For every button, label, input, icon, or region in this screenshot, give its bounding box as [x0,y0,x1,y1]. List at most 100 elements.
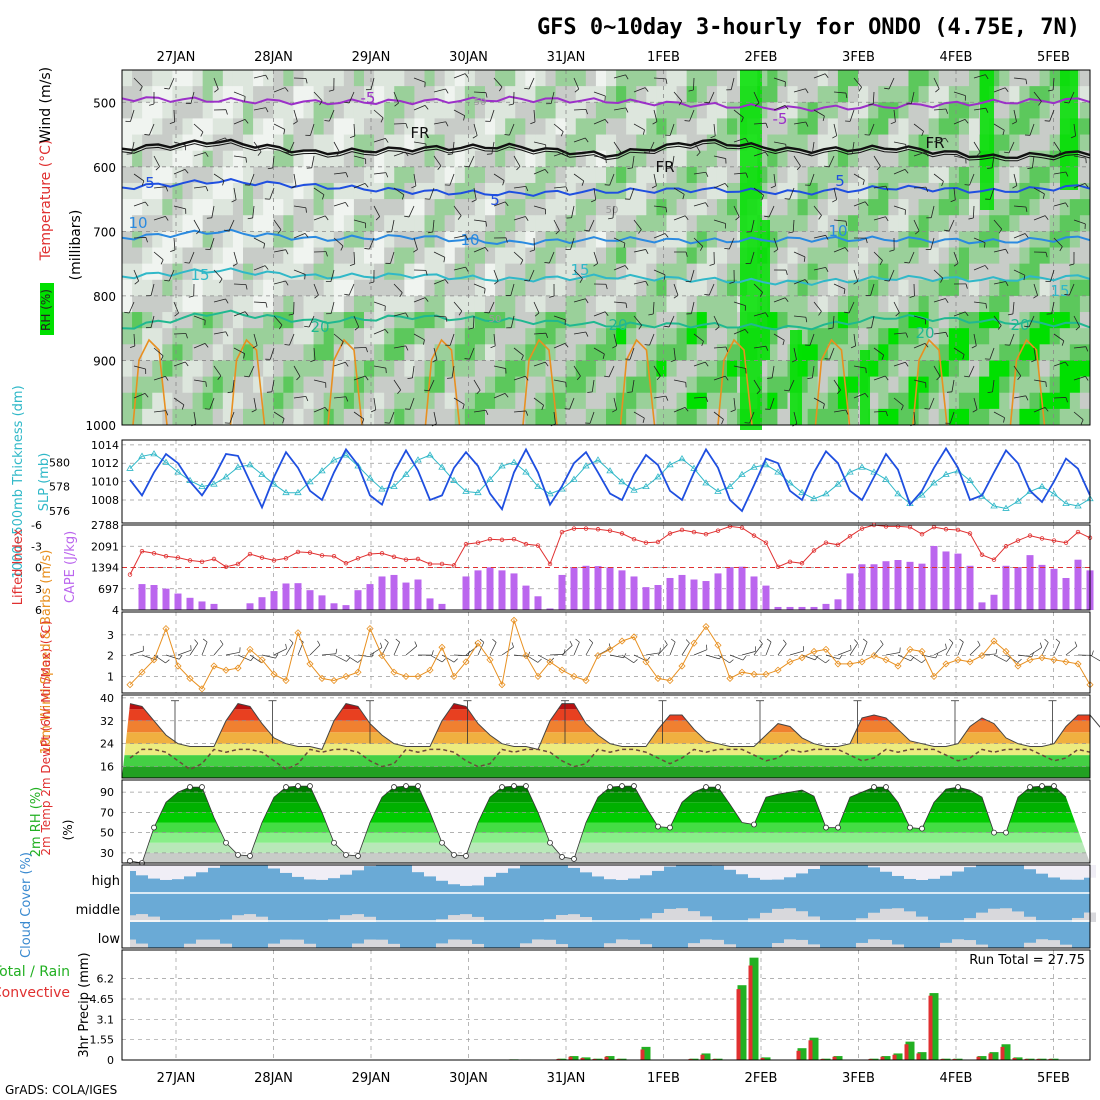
wind-barb [153,375,166,381]
rh-shade-cell [243,70,254,87]
rh-point [919,825,925,832]
rh-shade-cell [485,118,496,136]
wind-barb [477,642,485,656]
rh-shade-cell [434,328,446,345]
wind-barb-flag [129,345,135,349]
rh-shade-cell [646,247,657,265]
wind-barb [833,379,841,391]
rh-shade-cell [374,150,385,168]
precip-conv-bar [1024,1058,1029,1060]
wind-barb [713,182,726,189]
rh-shade-cell [686,392,698,410]
thickness-line [129,453,1091,510]
rh-shade-cell [434,166,446,184]
rh-shade-cell [263,344,274,361]
rh-shade-cell [525,102,536,119]
rh-shade-cell [202,279,214,297]
wind-speed-point [690,639,698,647]
rh-shade-cell [243,86,254,103]
rh-shade-cell [1039,344,1051,361]
thickness-point [390,482,398,490]
rh-shade-cell [172,408,183,426]
wind-barb [373,328,386,335]
rh-shade-cell [767,134,778,152]
wind-barb [713,219,726,224]
rh-shade-cell [1049,263,1061,281]
rh-shade-cell [565,102,577,119]
cloud-high-gap [604,865,616,880]
rh-shade-cell [787,134,799,152]
wind-barb-flag [310,359,316,363]
rh-shade-cell [848,70,859,87]
rh-shade-cell [827,182,839,200]
thickness-point [138,452,146,459]
rh-shade-cell [545,295,557,313]
wind-barb-flag [805,317,808,323]
dewpt-line [129,748,1091,771]
rh-shade-cell [696,344,708,361]
wind-barb [945,642,954,656]
rh-shade-cell [1049,408,1061,426]
wind-barb [433,155,442,167]
rh-shade-cell [404,247,415,265]
cape-bar [354,590,362,610]
thickness-point [1062,499,1070,507]
rh-shade-cell [999,247,1010,265]
wind-barb [329,109,335,122]
rh-shade-cell [878,376,889,394]
rh-shade-cell [1019,263,1030,281]
rh-shade-cell [1049,392,1061,410]
rh-shade-cell [938,134,950,152]
rh-shade-cell [696,150,708,168]
wind-barb [1051,301,1055,314]
rh-shade-cell [545,215,557,232]
rh-shade-cell [464,360,476,378]
rh-shade-cell [958,86,970,103]
rh-shade-cell [162,215,173,232]
rh-shade-cell [676,360,688,378]
rh-shade-cell [858,86,869,103]
rh-shade-cell [444,102,456,119]
rh-shade-cell [1019,102,1030,119]
rh-shade-cell [122,295,133,313]
cloud-mid-gap [652,913,664,922]
rh-shade-cell [999,134,1010,152]
wind-barb [953,187,956,200]
rh-shade-cell [706,263,718,281]
cloud-mid-gap [256,916,268,922]
wind-barb [285,642,294,656]
rh-shade-cell [505,376,516,394]
rh-shade-cell [454,295,466,313]
isotherm-line [121,309,1091,331]
wind-barb-flag [995,648,998,655]
wind-barb [293,396,306,399]
precip-conv-bar [1012,1058,1017,1060]
rh-shade-cell [848,199,859,216]
rh-shade-cell [787,231,799,248]
rh-shade-cell [837,215,849,232]
rh-shade-cell [202,70,214,87]
rh-shade-cell [858,199,869,216]
rh-shade-cell [999,70,1010,87]
rh-shade-cell [1059,199,1071,216]
precip-total-bar [749,957,759,1060]
rh-shade-cell [938,279,950,297]
cloud-mid-gap [808,916,820,922]
wind-speed-point [426,666,434,674]
wind-barb-flag [945,643,947,649]
wind-barb [751,219,755,232]
rh-shade-cell [565,376,577,394]
rh-shade-cell [1039,247,1051,265]
rh-shade-cell [686,86,698,103]
rh-shade-cell [364,199,375,216]
rh-shade-cell [323,215,335,232]
rh-shade-cell [323,182,335,200]
rh-shade-cell [444,199,456,216]
rh-shade-cell [172,344,183,361]
li-point [607,528,613,533]
wind-barb [1013,233,1026,239]
wind-speed-point [306,660,314,668]
rh-shade-cell [1039,150,1051,168]
run-total: Run Total = 27.75 [969,953,1085,968]
rh-shade-cell [162,392,173,410]
